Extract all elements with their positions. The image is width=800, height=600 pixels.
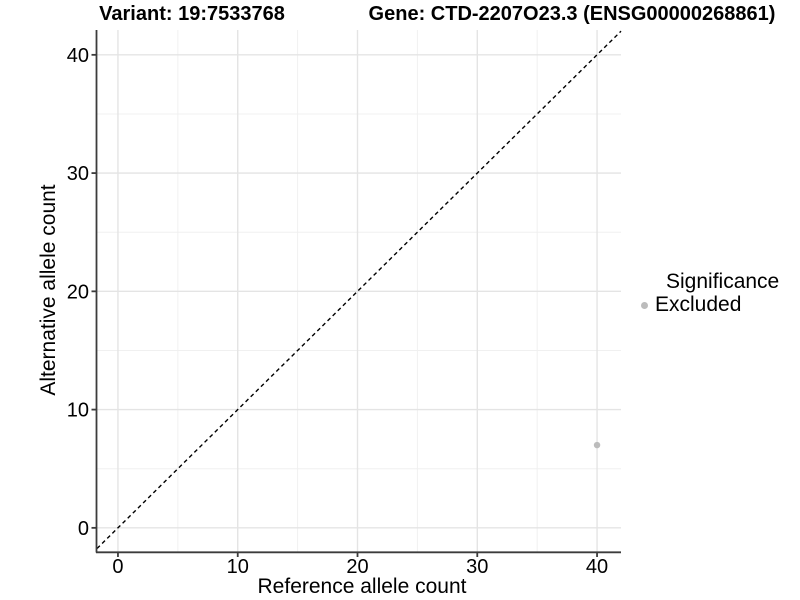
- identity-line: [96, 30, 622, 550]
- x-tick-label: 0: [112, 556, 123, 578]
- y-tick-label: 30: [67, 163, 89, 185]
- legend-title: Significance: [666, 270, 780, 293]
- y-tick-label: 10: [67, 400, 89, 422]
- gene-title: Gene: CTD-2207O23.3 (ENSG00000268861): [368, 3, 776, 25]
- legend-marker-circle-icon: [641, 301, 648, 309]
- legend: Significance Excluded: [638, 270, 779, 316]
- variant-title: Variant: 19:7533768: [99, 3, 285, 25]
- x-tick-label: 10: [227, 556, 249, 578]
- y-tick-label: 0: [78, 518, 89, 540]
- y-axis-title: Alternative allele count: [37, 184, 60, 396]
- y-tick-label: 20: [67, 281, 89, 303]
- legend-entry: Excluded: [638, 293, 779, 316]
- legend-entry-label: Excluded: [655, 293, 742, 316]
- y-tick-label: 40: [67, 45, 89, 67]
- x-tick-label: 40: [586, 556, 608, 578]
- x-axis-title: Reference allele count: [257, 575, 467, 598]
- x-tick-label: 30: [466, 556, 488, 578]
- data-point: [593, 441, 601, 449]
- x-tick-label: 20: [346, 556, 368, 578]
